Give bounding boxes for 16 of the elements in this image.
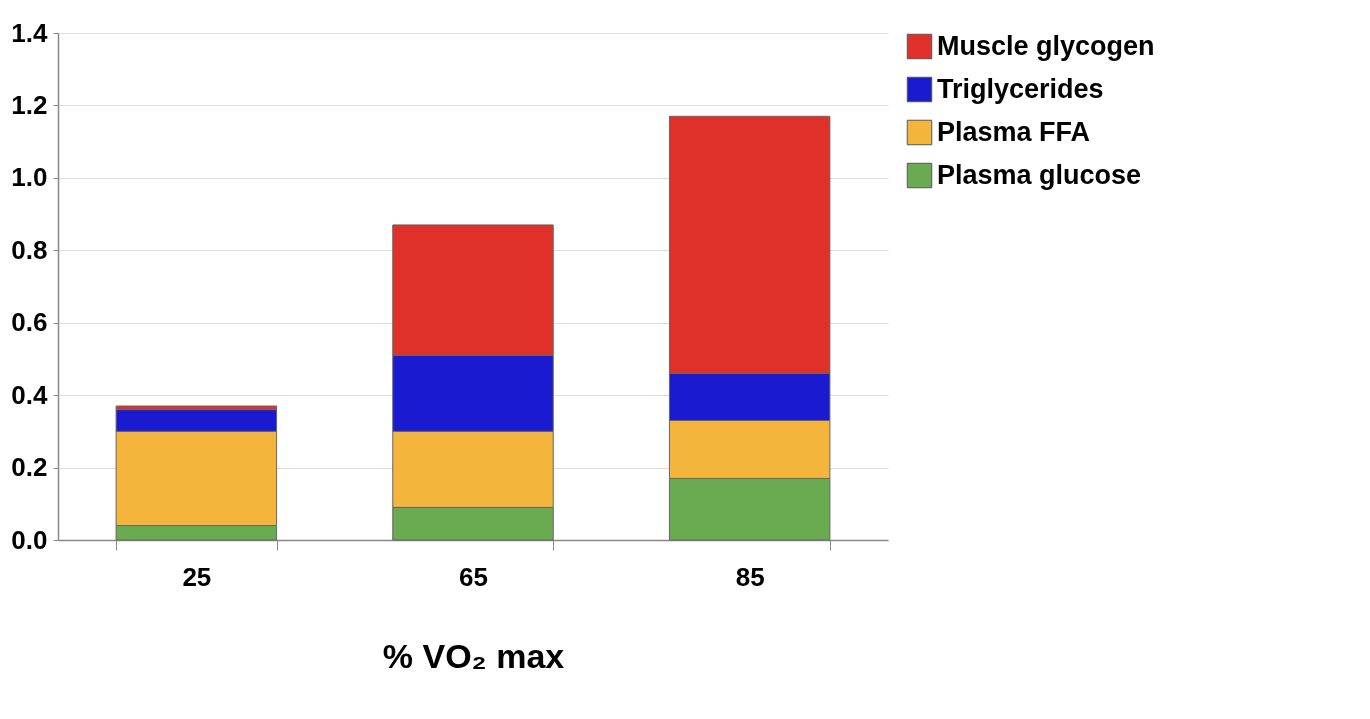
x-tick-label: 25 [182,561,212,592]
y-tick-label: 0.8 [11,234,48,265]
x-tick-label: 85 [735,561,765,592]
y-tick-label: 0.0 [11,524,48,555]
x-axis-title: % VO₂ max [382,636,565,675]
y-tick-label: 0.6 [11,307,48,338]
legend-label: Muscle glycogen [937,30,1155,61]
y-tick-label: 1.2 [11,89,48,120]
legend-label: Plasma glucose [937,159,1142,190]
y-tick-label: 0.2 [11,452,48,483]
y-tick-label: 1.0 [11,162,48,193]
legend-label: Triglycerides [937,73,1104,104]
x-tick-label: 65 [459,561,488,592]
y-tick-label: 1.4 [11,17,49,48]
y-tick-label: 0.4 [11,379,49,410]
legend-label: Plasma FFA [937,116,1091,147]
